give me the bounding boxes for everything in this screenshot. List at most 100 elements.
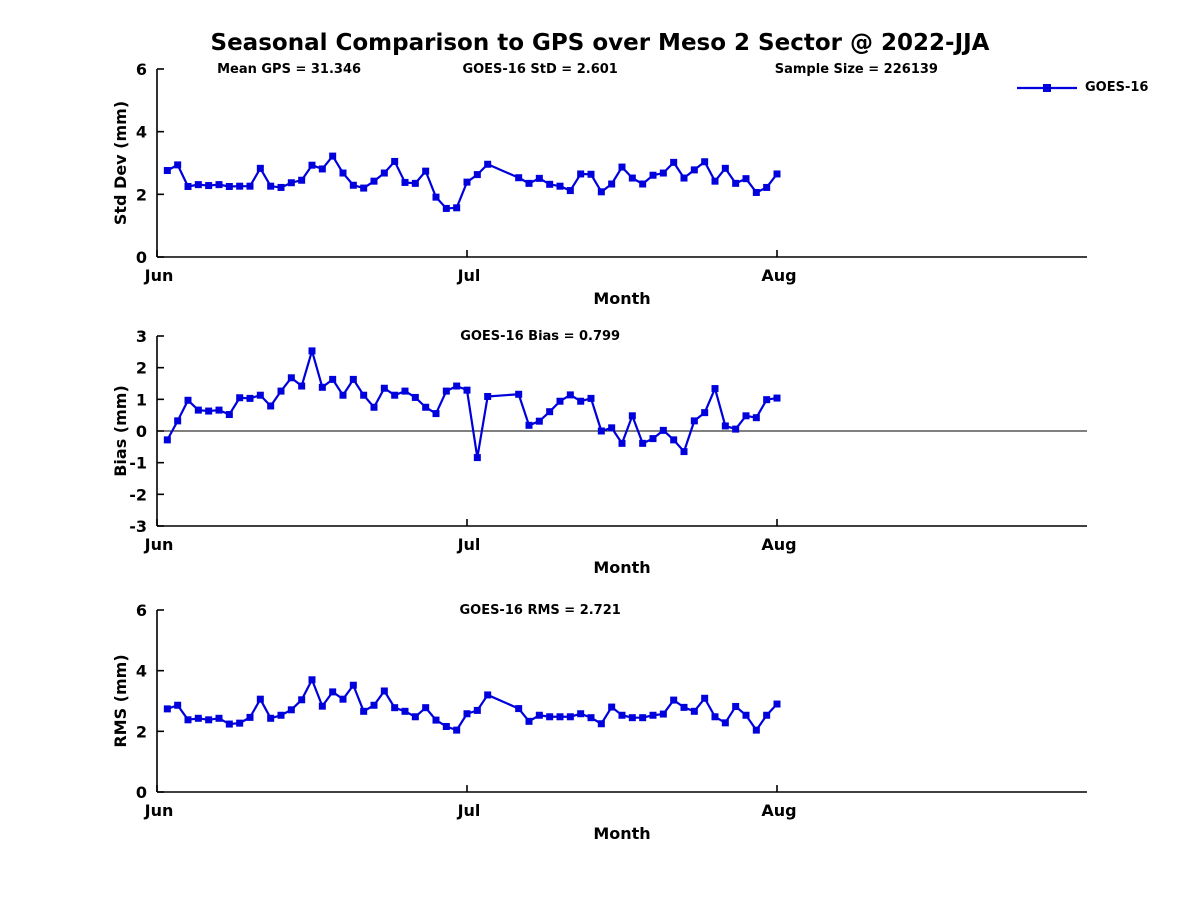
data-point-marker	[773, 394, 781, 402]
stat-annotation: Mean GPS = 31.346	[217, 62, 361, 77]
data-point-marker	[287, 374, 295, 382]
y-tick-label: 4	[136, 662, 147, 681]
data-point-marker	[473, 171, 481, 179]
data-point-marker	[287, 706, 295, 714]
data-point-marker	[246, 394, 254, 402]
data-point-marker	[721, 719, 729, 727]
data-point-marker	[401, 387, 409, 395]
x-axis-label: Month	[593, 558, 650, 577]
data-point-marker	[184, 183, 192, 190]
data-point-marker	[515, 174, 523, 182]
y-tick-label: 0	[136, 248, 147, 267]
y-tick-label: -2	[129, 485, 147, 504]
data-point-marker	[360, 184, 368, 192]
data-point-marker	[701, 409, 709, 417]
data-point-marker	[690, 707, 698, 715]
data-point-marker	[473, 454, 481, 462]
data-point-marker	[587, 394, 595, 402]
data-point-marker	[515, 705, 523, 713]
data-point-marker	[484, 160, 492, 168]
data-point-marker	[546, 408, 554, 416]
x-tick-label: Jun	[144, 535, 174, 554]
data-point-marker	[463, 386, 471, 394]
data-point-marker	[473, 706, 481, 714]
x-tick-label: Jul	[457, 535, 481, 554]
data-point-marker	[618, 711, 626, 719]
data-point-marker	[670, 436, 678, 444]
data-point-marker	[680, 703, 688, 711]
data-point-marker	[577, 397, 585, 405]
data-point-marker	[556, 713, 564, 721]
y-tick-label: 2	[136, 185, 147, 204]
data-point-marker	[484, 392, 492, 400]
data-point-marker	[277, 387, 285, 395]
data-point-marker	[608, 703, 616, 711]
data-point-marker	[267, 182, 275, 190]
data-point-marker	[752, 414, 760, 422]
data-point-marker	[732, 425, 740, 433]
data-point-marker	[215, 406, 223, 414]
data-point-marker	[287, 179, 295, 187]
data-point-marker	[577, 170, 585, 178]
data-point-marker	[184, 716, 192, 724]
data-point-marker	[742, 711, 750, 719]
data-point-marker	[215, 714, 223, 722]
data-point-marker	[649, 711, 657, 719]
data-point-marker	[391, 704, 399, 712]
y-tick-label: 6	[136, 60, 147, 79]
data-point-marker	[628, 412, 636, 420]
data-point-marker	[680, 448, 688, 456]
data-point-marker	[711, 713, 719, 721]
y-tick-label: 0	[136, 422, 147, 441]
data-point-marker	[484, 691, 492, 699]
data-point-marker	[360, 391, 368, 399]
data-point-marker	[349, 375, 357, 383]
data-point-marker	[339, 169, 347, 177]
y-axis-label: RMS (mm)	[111, 654, 130, 747]
data-point-marker	[639, 439, 647, 447]
y-tick-label: 2	[136, 722, 147, 741]
data-point-marker	[267, 714, 275, 722]
data-point-marker	[401, 178, 409, 186]
data-point-marker	[752, 188, 760, 196]
data-point-marker	[318, 702, 326, 710]
data-point-marker	[773, 170, 781, 178]
data-point-marker	[391, 391, 399, 399]
data-point-marker	[618, 439, 626, 447]
data-point-marker	[587, 170, 595, 178]
data-point-marker	[174, 701, 182, 709]
x-tick-label: Aug	[761, 266, 796, 285]
data-point-marker	[732, 179, 740, 187]
data-point-marker	[236, 719, 244, 727]
goes16-series-line	[166, 155, 778, 210]
data-point-marker	[205, 716, 213, 724]
data-point-marker	[432, 193, 440, 201]
data-point-marker	[339, 695, 347, 703]
data-point-marker	[370, 403, 378, 411]
data-point-marker	[670, 158, 678, 166]
data-point-marker	[711, 177, 719, 185]
data-point-marker	[298, 382, 306, 390]
data-point-marker	[174, 161, 182, 169]
data-point-marker	[380, 169, 388, 177]
data-point-marker	[556, 397, 564, 405]
data-point-marker	[267, 402, 275, 410]
data-point-marker	[597, 720, 605, 728]
data-point-marker	[298, 176, 306, 184]
data-point-marker	[515, 390, 523, 398]
data-point-marker	[463, 178, 471, 186]
data-point-marker	[711, 385, 719, 393]
data-point-marker	[463, 710, 471, 718]
data-point-marker	[546, 713, 554, 721]
data-point-marker	[256, 695, 264, 703]
data-point-marker	[556, 182, 564, 190]
data-point-marker	[370, 177, 378, 185]
data-point-marker	[318, 165, 326, 173]
y-tick-label: -1	[129, 454, 147, 473]
data-point-marker	[577, 710, 585, 718]
data-point-marker	[308, 161, 316, 169]
data-point-marker	[349, 681, 357, 689]
y-tick-label: 2	[136, 359, 147, 378]
data-point-marker	[587, 714, 595, 722]
